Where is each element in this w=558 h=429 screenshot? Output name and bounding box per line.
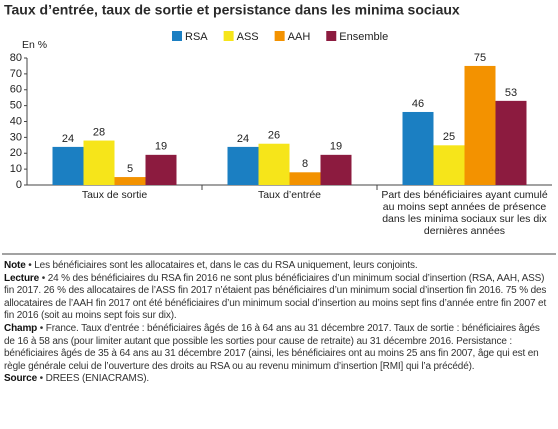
x-tick-label: Part des bénéficiaires ayant cumulé au m…: [381, 189, 548, 237]
note-label: Source: [4, 373, 38, 385]
note-label: Champ: [4, 322, 38, 334]
notes: Note • Les bénéficiaires sont les alloca…: [4, 260, 552, 386]
value-label: 46: [412, 98, 424, 110]
bar: [52, 146, 84, 185]
note-text: • DREES (ENIACRAMS).: [39, 373, 150, 385]
x-tick-label: Taux de sortie: [81, 189, 148, 201]
note: Source • DREES (ENIACRAMS).: [4, 373, 552, 386]
bar: [227, 146, 259, 185]
value-label: 25: [443, 131, 455, 143]
y-tick-label: 20: [10, 147, 22, 159]
legend-swatch: [223, 31, 234, 41]
y-tick-label: 50: [10, 100, 22, 112]
value-label: 75: [474, 52, 486, 64]
bar: [289, 172, 321, 185]
chart: Taux d’entrée, taux de sortie et persist…: [2, 2, 556, 255]
note-label: Lecture: [4, 272, 40, 284]
value-label: 19: [330, 141, 342, 153]
x-tick-label: Taux d’entrée: [257, 189, 322, 201]
y-tick-label: 0: [16, 179, 22, 191]
bar: [83, 140, 115, 185]
note-text: • Les bénéficiaires sont les allocataire…: [28, 260, 418, 271]
note-label: Note: [4, 260, 26, 271]
value-label: 19: [155, 141, 167, 153]
y-tick-label: 30: [10, 131, 22, 143]
legend-swatch: [274, 31, 285, 41]
value-label: 24: [62, 133, 74, 145]
value-label: 8: [302, 158, 308, 170]
y-tick-label: 80: [10, 52, 22, 64]
note: Note • Les bénéficiaires sont les alloca…: [4, 260, 552, 273]
legend-label: Ensemble: [339, 31, 388, 43]
value-label: 28: [93, 126, 105, 138]
value-label: 24: [237, 133, 249, 145]
y-tick-label: 10: [10, 163, 22, 175]
note-text: • 24 % des bénéficiaires du RSA fin 2016…: [4, 272, 547, 322]
bar: [114, 177, 146, 185]
y-tick-label: 60: [10, 84, 22, 96]
value-label: 5: [127, 163, 133, 175]
bar: [464, 65, 496, 185]
bar: [402, 111, 434, 185]
value-label: 26: [268, 130, 280, 142]
note: Lecture • 24 % des bénéficiaires du RSA …: [4, 273, 552, 323]
bar: [433, 145, 465, 185]
legend-label: ASS: [237, 31, 259, 43]
note: Champ • France. Taux d’entrée : bénéfici…: [4, 323, 552, 373]
legend-swatch: [172, 31, 182, 41]
legend-label: AAH: [288, 31, 311, 43]
y-tick-label: 40: [10, 115, 22, 127]
bar: [258, 143, 290, 185]
legend-swatch: [326, 31, 337, 41]
chart-title: Taux d’entrée, taux de sortie et persist…: [4, 2, 460, 18]
bar: [145, 154, 177, 185]
y-tick-label: 70: [10, 68, 22, 80]
bar: [320, 154, 352, 185]
bar: [495, 100, 527, 185]
y-axis-label: En %: [22, 39, 47, 51]
note-text: • France. Taux d’entrée : bénéficiaires …: [4, 322, 540, 372]
value-label: 53: [505, 87, 517, 99]
legend-label: RSA: [185, 31, 208, 43]
